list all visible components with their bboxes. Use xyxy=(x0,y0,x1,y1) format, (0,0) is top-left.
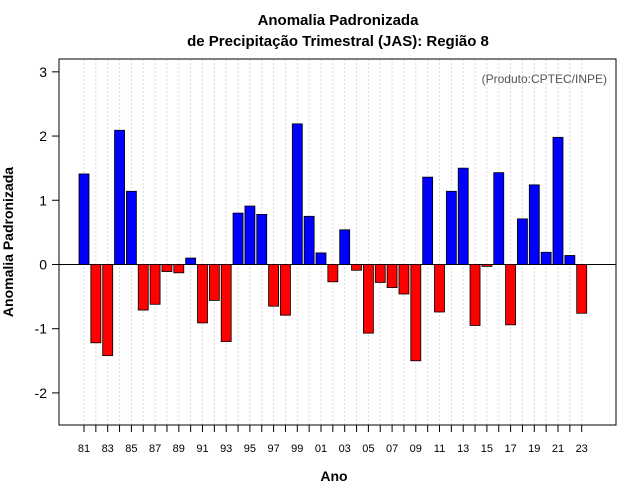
x-tick-label: 21 xyxy=(552,443,564,455)
bar-2006 xyxy=(374,264,386,283)
vertical-gridlines xyxy=(83,59,583,425)
x-axis: 81 83 85 87 89 91 93 95 97 99 01 03 05 07 09 11 13 15 17 19… xyxy=(78,425,588,455)
bar-2015 xyxy=(481,264,493,267)
bar-1990 xyxy=(185,257,197,265)
x-tick-label: 17 xyxy=(504,443,516,455)
y-tick-label: -2 xyxy=(35,385,48,401)
bar-2013 xyxy=(457,167,469,265)
bar-2000 xyxy=(303,215,315,265)
bar-2007 xyxy=(386,264,398,288)
x-tick-label: 23 xyxy=(576,443,588,455)
x-axis-label: Ano xyxy=(320,468,347,484)
bar-1994 xyxy=(232,212,244,265)
x-tick-label: 05 xyxy=(362,443,374,455)
y-tick-label: 1 xyxy=(39,192,47,208)
bars xyxy=(78,123,588,362)
bar-2023 xyxy=(576,264,588,314)
x-tick-label: 81 xyxy=(78,443,90,455)
x-tick-label: 95 xyxy=(244,443,256,455)
x-tick-label: 87 xyxy=(149,443,161,455)
bar-1995 xyxy=(244,205,256,265)
y-tick-label: 3 xyxy=(39,64,47,80)
x-tick-label: 89 xyxy=(173,443,185,455)
bar-2008 xyxy=(398,264,410,295)
bar-2016 xyxy=(493,172,505,265)
bar-2014 xyxy=(469,264,481,326)
source-annotation: (Produto:CPTEC/INPE) xyxy=(482,72,607,86)
x-tick-label: 91 xyxy=(196,443,208,455)
bar-2009 xyxy=(410,264,422,362)
plot-frame xyxy=(58,58,617,426)
y-axis-label: Anomalia Padronizada xyxy=(0,167,16,317)
chart-title: Anomalia Padronizada xyxy=(258,12,420,29)
x-tick-label: 09 xyxy=(410,443,422,455)
x-tick-label: 15 xyxy=(481,443,493,455)
x-tick-label: 85 xyxy=(125,443,137,455)
x-tick-label: 11 xyxy=(434,443,445,455)
x-tick-label: 93 xyxy=(220,443,232,455)
bar-1982 xyxy=(90,264,102,344)
bar-2004 xyxy=(351,264,362,271)
x-tick-label: 19 xyxy=(528,443,540,455)
bar-2011 xyxy=(434,264,445,313)
chart-subtitle: de Precipitação Trimestral (JAS): Região… xyxy=(187,33,489,50)
bar-1998 xyxy=(280,264,291,316)
bar-1992 xyxy=(208,264,220,301)
bar-1993 xyxy=(220,264,232,342)
y-tick-label: 2 xyxy=(39,128,47,144)
bar-1987 xyxy=(149,264,161,305)
bar-1996 xyxy=(256,213,268,265)
bar-1989 xyxy=(173,264,185,274)
x-tick-label: 83 xyxy=(102,443,114,455)
bar-2019 xyxy=(528,184,540,265)
bar-2005 xyxy=(362,264,374,334)
x-tick-label: 07 xyxy=(386,443,398,455)
bar-2010 xyxy=(422,176,434,265)
bar-2002 xyxy=(327,264,339,283)
bar-2021 xyxy=(552,136,564,265)
bar-1984 xyxy=(114,129,125,265)
x-tick-label: 99 xyxy=(291,443,303,455)
bar-1986 xyxy=(137,264,149,311)
bar-2012 xyxy=(445,190,457,265)
bar-1999 xyxy=(291,123,303,265)
y-tick-label: 0 xyxy=(39,256,47,272)
bar-1991 xyxy=(197,264,208,324)
x-tick-label: 01 xyxy=(315,443,327,455)
x-tick-label: 97 xyxy=(267,443,279,455)
bar-1985 xyxy=(126,190,137,265)
y-axis: -2 -1 0 1 2 3 xyxy=(35,64,59,401)
x-tick-label: 13 xyxy=(457,443,469,455)
bar-2017 xyxy=(505,264,517,326)
bar-1981 xyxy=(78,173,90,265)
x-tick-label: 03 xyxy=(339,443,351,455)
bar-2001 xyxy=(315,252,327,265)
bar-2018 xyxy=(517,218,528,265)
bar-2020 xyxy=(540,251,552,265)
bar-1983 xyxy=(102,264,114,357)
bar-1997 xyxy=(268,264,280,307)
bar-1988 xyxy=(161,264,173,272)
bar-2003 xyxy=(339,229,351,265)
bar-2022 xyxy=(564,255,576,265)
y-tick-label: -1 xyxy=(35,321,48,337)
